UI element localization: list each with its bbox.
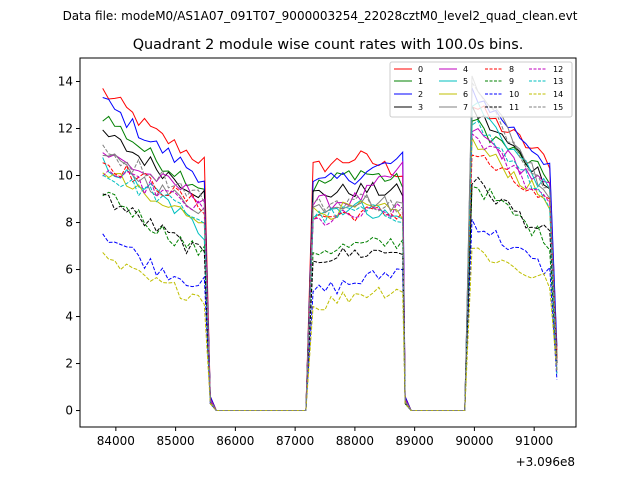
y-tick-label: 2 xyxy=(65,357,73,371)
x-tick-label: 90000 xyxy=(455,434,493,448)
series-line-13 xyxy=(102,120,558,411)
y-tick-label: 14 xyxy=(58,75,73,89)
series-layer xyxy=(102,75,558,411)
y-tick-label: 0 xyxy=(65,404,73,418)
y-tick-label: 4 xyxy=(65,310,73,324)
legend-label-10: 10 xyxy=(509,90,519,99)
series-line-9 xyxy=(102,185,558,411)
legend-label-6: 6 xyxy=(463,90,468,99)
y-tick-label: 8 xyxy=(65,216,73,230)
x-tick-label: 88000 xyxy=(336,434,374,448)
series-line-6 xyxy=(102,137,558,411)
series-line-10 xyxy=(102,219,558,411)
suptitle: Data file: modeM0/AS1A07_091T07_90000032… xyxy=(63,9,578,23)
y-axis: 0 2 4 6 8 10 12 14 xyxy=(58,75,80,418)
legend-label-8: 8 xyxy=(509,65,514,74)
legend-label-11: 11 xyxy=(509,103,519,112)
y-tick-label: 10 xyxy=(58,169,73,183)
plot-frame xyxy=(79,57,577,428)
legend-label-7: 7 xyxy=(463,103,468,112)
legend-label-13: 13 xyxy=(553,77,563,86)
series-line-3 xyxy=(102,105,558,411)
legend-label-1: 1 xyxy=(418,77,423,86)
series-line-11 xyxy=(102,176,558,411)
legend-label-14: 14 xyxy=(553,90,563,99)
legend-label-2: 2 xyxy=(418,90,423,99)
legend-label-3: 3 xyxy=(418,103,423,112)
x-tick-label: 91000 xyxy=(515,434,553,448)
x-tick-label: 85000 xyxy=(157,434,195,448)
legend-label-15: 15 xyxy=(553,103,563,112)
y-tick-label: 6 xyxy=(65,263,73,277)
legend-label-9: 9 xyxy=(509,77,514,86)
x-offset-label: +3.096e8 xyxy=(516,455,575,469)
legend-label-12: 12 xyxy=(553,65,563,74)
x-tick-label: 86000 xyxy=(216,434,254,448)
y-tick-label: 12 xyxy=(58,122,73,136)
legend-box xyxy=(389,61,573,118)
chart-title: Quadrant 2 module wise count rates with … xyxy=(133,37,524,53)
series-line-8 xyxy=(102,154,558,411)
series-line-14 xyxy=(102,247,558,411)
series-line-12 xyxy=(102,132,558,411)
series-line-1 xyxy=(102,115,558,411)
x-axis: 84000 85000 86000 87000 88000 89000 90000 91000 xyxy=(97,427,553,448)
x-tick-label: 89000 xyxy=(396,434,434,448)
x-tick-label: 84000 xyxy=(97,434,135,448)
legend-label-5: 5 xyxy=(463,77,468,86)
legend-label-0: 0 xyxy=(418,65,423,74)
x-tick-label: 87000 xyxy=(276,434,314,448)
legend-label-4: 4 xyxy=(463,65,468,74)
